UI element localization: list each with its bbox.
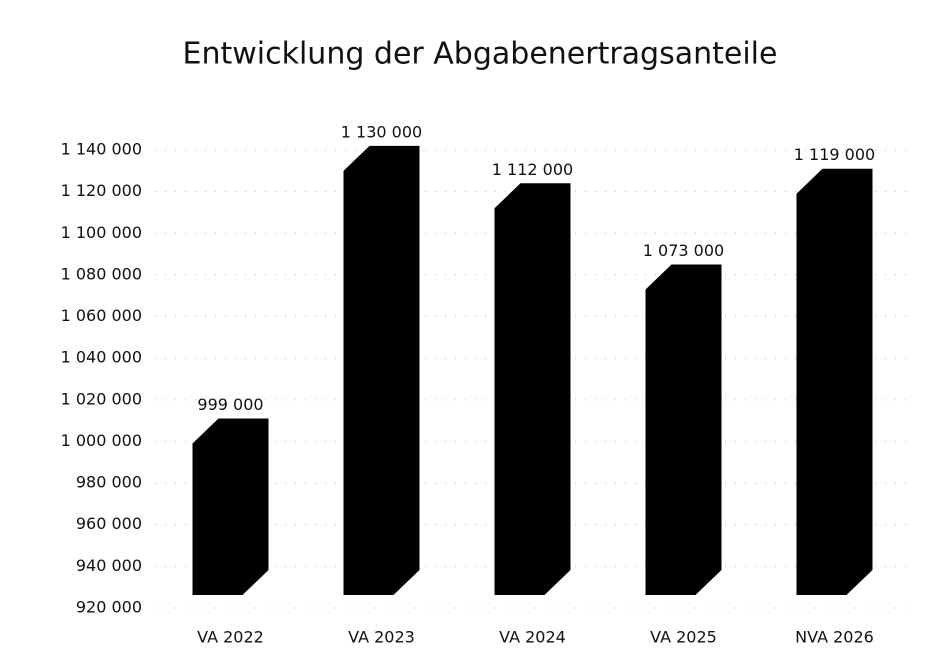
y-tick-label: 1 020 000: [61, 389, 142, 408]
y-tick-label: 1 100 000: [61, 223, 142, 242]
x-tick-label: VA 2025: [650, 628, 717, 647]
y-tick-label: 940 000: [76, 556, 142, 575]
value-label: 999 000: [197, 395, 263, 414]
x-tick-label: VA 2023: [348, 628, 415, 647]
value-label: 1 119 000: [794, 145, 875, 164]
chart-title: Entwicklung der Abgabenertragsanteile: [183, 37, 778, 72]
x-tick-label: VA 2024: [499, 628, 566, 647]
x-tick-label: VA 2022: [197, 628, 264, 647]
y-tick-label: 1 040 000: [61, 348, 142, 367]
y-tick-label: 1 140 000: [61, 140, 142, 159]
y-tick-label: 920 000: [76, 598, 142, 617]
y-tick-label: 960 000: [76, 514, 142, 533]
y-tick-label: 1 120 000: [61, 181, 142, 200]
bar: [494, 183, 571, 596]
bar: [343, 145, 420, 595]
y-tick-label: 1 000 000: [61, 431, 142, 450]
y-tick-label: 1 060 000: [61, 306, 142, 325]
y-tick-label: 1 080 000: [61, 264, 142, 283]
x-tick-label: NVA 2026: [795, 628, 874, 647]
y-tick-label: 980 000: [76, 473, 142, 492]
value-label: 1 073 000: [643, 241, 724, 260]
value-label: 1 112 000: [492, 160, 573, 179]
bar: [796, 168, 873, 595]
bar: [645, 264, 722, 595]
value-label: 1 130 000: [341, 122, 422, 141]
bar: [192, 418, 269, 595]
